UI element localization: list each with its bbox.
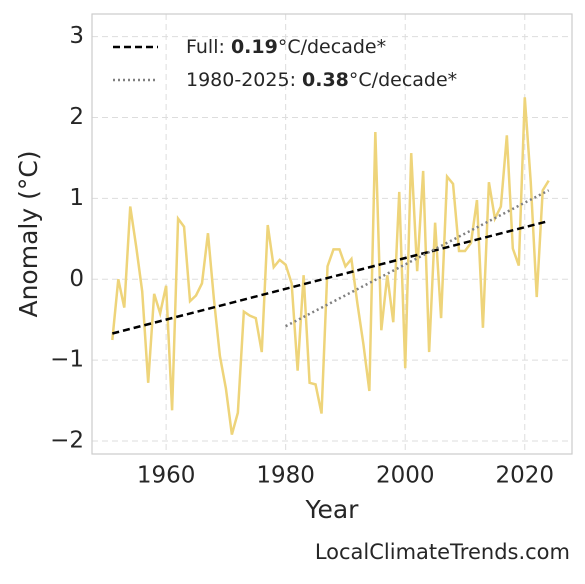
x-axis-label: Year	[305, 495, 360, 524]
legend-unit: °C/decade*	[278, 36, 386, 58]
legend-unit: °C/decade*	[349, 69, 457, 91]
legend-slope: 0.19	[231, 36, 278, 58]
y-axis-label: Anomaly (°C)	[14, 150, 43, 317]
x-tick-label: 2000	[376, 463, 435, 489]
x-tick-label: 2020	[496, 463, 555, 489]
y-tick-label: −1	[50, 347, 84, 373]
y-tick-label: 3	[69, 23, 84, 49]
watermark: LocalClimateTrends.com	[315, 540, 570, 564]
legend-name: 1980-2025:	[186, 69, 302, 91]
data-line	[112, 219, 549, 335]
y-tick-label: −2	[50, 428, 84, 454]
y-tick-label: 0	[69, 266, 84, 292]
legend-label: Full: 0.19°C/decade*	[186, 36, 386, 58]
x-tick-label: 1960	[137, 463, 196, 489]
y-tick-label: 2	[69, 104, 84, 130]
data-line	[111, 97, 550, 435]
legend-label: 1980-2025: 0.38°C/decade*	[186, 69, 457, 91]
legend-slope: 0.38	[302, 69, 349, 91]
legend-name: Full:	[186, 36, 231, 58]
data-line	[285, 189, 550, 328]
x-tick-label: 1980	[256, 463, 315, 489]
y-tick-label: 1	[69, 185, 84, 211]
plot-frame	[91, 13, 573, 455]
